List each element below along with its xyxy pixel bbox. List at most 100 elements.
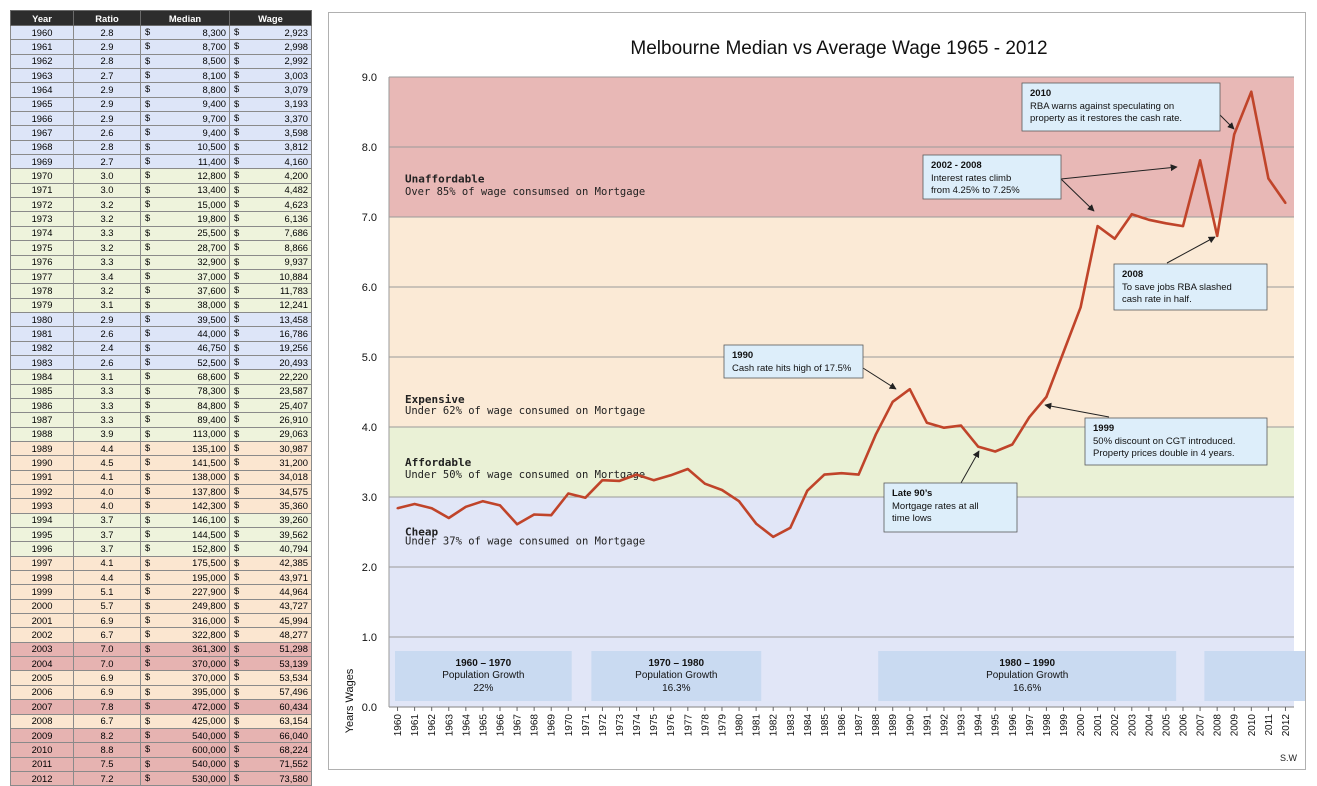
currency-symbol: $ [145,341,151,353]
currency-symbol: $ [234,384,240,396]
x-tick-label: 1971 [581,714,592,737]
cell-ratio: 7.2 [73,770,141,786]
cell-year: 1976 [10,254,74,270]
cell-year: 1980 [10,311,74,328]
cell-year: 1964 [10,82,74,98]
x-tick-label: 1988 [871,714,882,737]
data-point [1164,222,1168,225]
currency-symbol: $ [145,599,151,611]
table-body: 1960 2.8 $8,300 $2,923 1961 2.9 $8,700 $2,998 19… [10,24,312,786]
band-desc-unaffordable: Over 85% of wage consumsed on Mortgage [405,186,645,198]
cell-ratio: 7.0 [73,641,141,658]
cell-median-value: 142,300 [192,500,226,512]
cell-wage: $48,277 [229,627,312,643]
cell-median: $540,000 [140,756,230,772]
cell-median: $28,700 [140,240,230,256]
x-tick-label: 1981 [752,714,763,737]
table-row: 1976 3.3 $32,900 $9,937 [10,254,312,270]
cell-median-value: 540,000 [192,758,226,770]
cell-ratio: 3.3 [73,383,141,399]
cell-wage-value: 4,482 [284,184,308,196]
cell-median-value: 249,800 [192,600,226,612]
data-point [1216,234,1219,237]
cell-year: 1971 [10,182,74,199]
cell-year: 1972 [10,197,74,213]
annotation-title: 2008 [1122,269,1143,280]
cell-wage: $39,562 [229,527,312,543]
annotation-text: To save jobs RBA slashed [1122,282,1232,293]
cell-median-value: 37,000 [197,270,226,282]
currency-symbol: $ [145,427,151,439]
cell-median-value: 39,500 [197,313,226,325]
cell-year: 1988 [10,426,74,442]
cell-year: 2000 [10,598,74,615]
data-point [755,522,758,525]
currency-symbol: $ [234,40,240,52]
currency-symbol: $ [234,528,240,540]
cell-ratio: 3.7 [73,541,141,557]
cell-ratio: 3.3 [73,397,141,414]
data-point [994,450,997,453]
currency-symbol: $ [234,728,240,740]
cell-wage: $44,964 [229,584,312,600]
cell-median-value: 138,000 [192,471,226,483]
annotation-text: Interest rates climb [931,173,1011,184]
table-row: 1966 2.9 $9,700 $3,370 [10,111,312,127]
annotation-title: 2002 - 2008 [931,160,982,171]
cell-median-value: 10,500 [197,141,226,153]
cell-wage-value: 16,786 [279,327,308,339]
cell-median: $10,500 [140,139,230,156]
currency-symbol: $ [145,298,151,310]
cell-median-value: 8,500 [202,55,226,67]
cell-wage: $66,040 [229,727,312,744]
data-point [908,388,911,391]
x-tick-label: 1991 [922,714,933,737]
cell-median: $9,700 [140,111,230,127]
data-point [1028,416,1031,419]
currency-symbol: $ [234,226,240,238]
table-row: 1999 5.1 $227,900 $44,964 [10,584,312,600]
cell-median: $227,900 [140,584,230,600]
cell-median-value: 113,000 [192,428,226,440]
cell-wage-value: 9,937 [284,256,308,268]
annotation-title: Late 90’s [892,488,932,499]
cell-wage-value: 40,794 [279,543,308,555]
x-tick-label: 1997 [1025,714,1036,737]
cell-year: 2003 [10,641,74,658]
table-row: 1987 3.3 $89,400 $26,910 [10,412,312,428]
cell-median-value: 227,900 [192,586,226,598]
cell-median-value: 9,400 [202,98,226,110]
cell-median-value: 540,000 [192,729,226,741]
cell-median: $13,400 [140,182,230,199]
cell-wage-value: 7,686 [284,227,308,239]
x-tick-label: 1972 [598,714,609,737]
currency-symbol: $ [234,126,240,138]
cell-wage-value: 43,971 [279,571,308,583]
currency-symbol: $ [145,126,151,138]
currency-symbol: $ [145,685,151,697]
currency-symbol: $ [145,556,151,568]
currency-symbol: $ [234,657,240,669]
cell-median: $425,000 [140,713,230,729]
data-point [823,473,826,476]
currency-symbol: $ [145,198,151,210]
x-tick-label: 1976 [666,714,677,737]
cell-ratio: 3.4 [73,268,141,285]
currency-symbol: $ [145,312,151,324]
annotation-box [922,154,1062,200]
cell-wage: $6,136 [229,211,312,227]
data-point [567,492,570,495]
annotation-text: 50% discount on CGT introduced. [1093,436,1235,447]
cell-wage: $3,193 [229,96,312,113]
cell-wage: $42,385 [229,555,312,572]
cell-ratio: 2.6 [73,326,141,342]
cell-wage-value: 3,079 [284,84,308,96]
annotation-text: time lows [892,513,932,524]
data-point [635,473,638,476]
cell-wage-value: 4,200 [284,170,308,182]
table-row: 1960 2.8 $8,300 $2,923 [10,24,312,41]
table-row: 1969 2.7 $11,400 $4,160 [10,154,312,170]
cell-median-value: 13,400 [197,184,226,196]
x-tick-label: 1990 [905,714,916,737]
cell-median: $9,400 [140,125,230,141]
